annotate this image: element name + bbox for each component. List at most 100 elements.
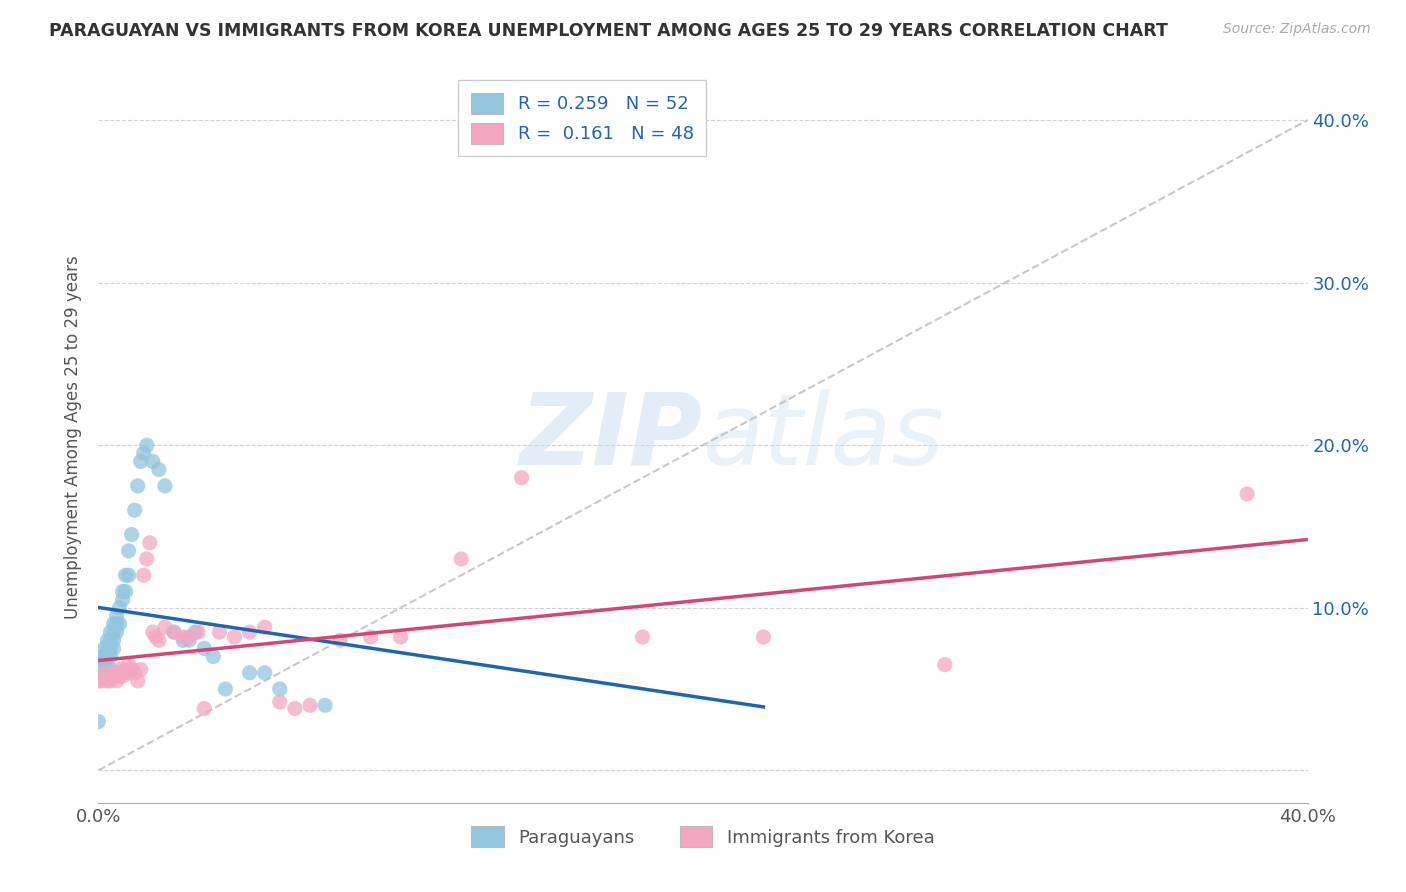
Point — [100, 633, 122, 648]
Point — [118, 665, 141, 680]
Point — [127, 479, 149, 493]
Point — [100, 641, 122, 656]
Point — [752, 630, 775, 644]
Point — [103, 669, 125, 683]
Point — [96, 657, 118, 672]
Point — [389, 630, 412, 644]
Point — [121, 527, 143, 541]
Point — [163, 625, 186, 640]
Point — [214, 681, 236, 696]
Point — [153, 620, 176, 634]
Point — [153, 479, 176, 493]
Point — [111, 592, 134, 607]
Point — [87, 673, 110, 688]
Point — [111, 584, 134, 599]
Point — [135, 438, 157, 452]
Point — [100, 625, 122, 640]
Point — [118, 657, 141, 672]
Point — [96, 649, 118, 664]
Point — [179, 630, 201, 644]
Point — [93, 657, 115, 672]
Point — [108, 600, 131, 615]
Point — [118, 544, 141, 558]
Point — [142, 625, 165, 640]
Point — [360, 630, 382, 644]
Point — [103, 641, 125, 656]
Point — [108, 669, 131, 683]
Point — [450, 552, 472, 566]
Point — [96, 673, 118, 688]
Point — [299, 698, 322, 713]
Point — [118, 568, 141, 582]
Point — [100, 649, 122, 664]
Point — [129, 663, 152, 677]
Point — [90, 649, 112, 664]
Point — [172, 633, 194, 648]
Point — [132, 446, 155, 460]
Point — [510, 471, 533, 485]
Point — [105, 625, 128, 640]
Point — [96, 641, 118, 656]
Point — [96, 633, 118, 648]
Text: atlas: atlas — [703, 389, 945, 485]
Point — [135, 552, 157, 566]
Text: Source: ZipAtlas.com: Source: ZipAtlas.com — [1223, 22, 1371, 37]
Point — [87, 665, 110, 680]
Point — [269, 695, 291, 709]
Point — [193, 641, 215, 656]
Point — [329, 633, 352, 648]
Point — [93, 665, 115, 680]
Point — [148, 462, 170, 476]
Point — [253, 665, 276, 680]
Point — [284, 701, 307, 715]
Point — [105, 665, 128, 680]
Point — [184, 625, 207, 640]
Point — [127, 673, 149, 688]
Text: ZIP: ZIP — [520, 389, 703, 485]
Point — [114, 568, 136, 582]
Y-axis label: Unemployment Among Ages 25 to 29 years: Unemployment Among Ages 25 to 29 years — [65, 255, 83, 619]
Point — [124, 503, 146, 517]
Point — [108, 663, 131, 677]
Point — [314, 698, 336, 713]
Point — [124, 665, 146, 680]
Point — [239, 665, 262, 680]
Point — [114, 584, 136, 599]
Point — [103, 617, 125, 632]
Point — [208, 625, 231, 640]
Point — [202, 649, 225, 664]
Point — [108, 617, 131, 632]
Point — [139, 535, 162, 549]
Text: PARAGUAYAN VS IMMIGRANTS FROM KOREA UNEMPLOYMENT AMONG AGES 25 TO 29 YEARS CORRE: PARAGUAYAN VS IMMIGRANTS FROM KOREA UNEM… — [49, 22, 1168, 40]
Point — [93, 649, 115, 664]
Point — [90, 673, 112, 688]
Point — [163, 625, 186, 640]
Point — [187, 625, 209, 640]
Point — [111, 669, 134, 683]
Point — [148, 633, 170, 648]
Point — [93, 641, 115, 656]
Point — [103, 625, 125, 640]
Point — [172, 630, 194, 644]
Point — [269, 681, 291, 696]
Point — [103, 633, 125, 648]
Point — [1236, 487, 1258, 501]
Point — [105, 673, 128, 688]
Point — [934, 657, 956, 672]
Point — [105, 617, 128, 632]
Point — [121, 663, 143, 677]
Point — [129, 454, 152, 468]
Point — [193, 701, 215, 715]
Legend: Paraguayans, Immigrants from Korea: Paraguayans, Immigrants from Korea — [458, 814, 948, 860]
Point — [239, 625, 262, 640]
Point — [105, 608, 128, 623]
Point — [631, 630, 654, 644]
Point — [90, 657, 112, 672]
Point — [103, 665, 125, 680]
Point — [142, 454, 165, 468]
Point — [253, 620, 276, 634]
Point — [179, 633, 201, 648]
Point — [132, 568, 155, 582]
Point — [100, 673, 122, 688]
Point — [87, 657, 110, 672]
